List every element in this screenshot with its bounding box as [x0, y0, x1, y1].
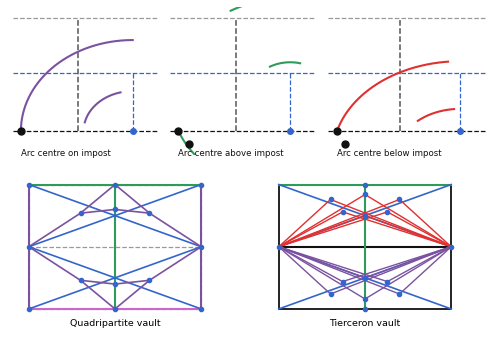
Text: Arc centre above impost: Arc centre above impost — [178, 149, 284, 158]
Text: Arc centre below impost: Arc centre below impost — [337, 149, 442, 158]
Text: Quadripartite vault: Quadripartite vault — [70, 319, 160, 328]
Text: Tierceron vault: Tierceron vault — [330, 319, 400, 328]
Text: Arc centre on impost: Arc centre on impost — [21, 149, 111, 158]
